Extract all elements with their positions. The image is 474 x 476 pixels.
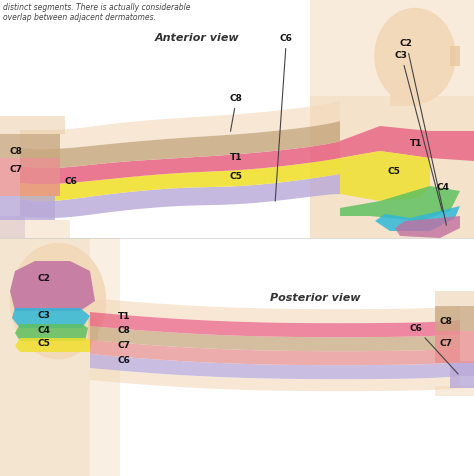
Polygon shape <box>20 174 340 218</box>
Text: C8: C8 <box>118 326 131 335</box>
Polygon shape <box>90 340 460 365</box>
Text: C7: C7 <box>440 339 453 348</box>
Polygon shape <box>10 261 95 311</box>
Text: C3: C3 <box>395 51 442 211</box>
Polygon shape <box>340 186 460 221</box>
Polygon shape <box>375 206 460 231</box>
Text: C4: C4 <box>437 183 450 192</box>
Polygon shape <box>0 216 25 238</box>
Polygon shape <box>90 354 460 379</box>
Polygon shape <box>90 326 460 351</box>
Polygon shape <box>390 81 420 106</box>
Text: C5: C5 <box>230 172 243 181</box>
Polygon shape <box>0 134 60 158</box>
Text: C8: C8 <box>440 317 453 326</box>
Polygon shape <box>310 96 474 238</box>
Polygon shape <box>20 121 340 168</box>
Text: C5: C5 <box>388 167 401 176</box>
Polygon shape <box>0 220 70 238</box>
Text: C2: C2 <box>38 274 51 283</box>
Text: T1: T1 <box>118 312 130 321</box>
Polygon shape <box>0 196 55 220</box>
Polygon shape <box>435 306 474 331</box>
Ellipse shape <box>10 244 106 358</box>
Polygon shape <box>90 368 460 391</box>
Polygon shape <box>460 361 474 376</box>
Text: C6: C6 <box>410 324 458 374</box>
Polygon shape <box>340 151 430 201</box>
Polygon shape <box>395 216 460 238</box>
Polygon shape <box>20 141 340 184</box>
Text: C3: C3 <box>38 311 51 320</box>
Polygon shape <box>435 331 474 363</box>
Text: Posterior view: Posterior view <box>270 293 361 303</box>
Ellipse shape <box>375 9 455 103</box>
Text: C5: C5 <box>38 339 51 348</box>
Polygon shape <box>15 338 92 352</box>
Text: C7: C7 <box>10 165 23 174</box>
Polygon shape <box>20 158 340 201</box>
Polygon shape <box>20 101 340 149</box>
Text: C2: C2 <box>400 39 447 225</box>
Text: C7: C7 <box>118 341 131 350</box>
Text: Anterior view: Anterior view <box>155 33 240 43</box>
Text: distinct segments. There is actually considerable
overlap between adjacent derma: distinct segments. There is actually con… <box>3 3 191 22</box>
Polygon shape <box>450 363 474 388</box>
Polygon shape <box>340 126 474 161</box>
Text: T1: T1 <box>230 153 243 162</box>
Text: C4: C4 <box>38 326 51 335</box>
Polygon shape <box>0 238 90 476</box>
Polygon shape <box>435 291 474 306</box>
Polygon shape <box>0 238 120 476</box>
Polygon shape <box>15 324 88 341</box>
Polygon shape <box>0 116 65 134</box>
Polygon shape <box>450 46 460 66</box>
Text: C8: C8 <box>10 147 23 156</box>
Polygon shape <box>90 312 460 337</box>
Text: C6: C6 <box>118 356 131 365</box>
Text: C6: C6 <box>275 34 293 201</box>
Polygon shape <box>90 298 460 323</box>
Polygon shape <box>12 308 90 328</box>
Text: C6: C6 <box>65 177 78 186</box>
Text: C8: C8 <box>230 94 243 131</box>
Polygon shape <box>0 158 60 196</box>
Polygon shape <box>88 318 98 341</box>
Polygon shape <box>435 386 474 396</box>
Text: T1: T1 <box>410 139 422 148</box>
Polygon shape <box>310 0 474 238</box>
